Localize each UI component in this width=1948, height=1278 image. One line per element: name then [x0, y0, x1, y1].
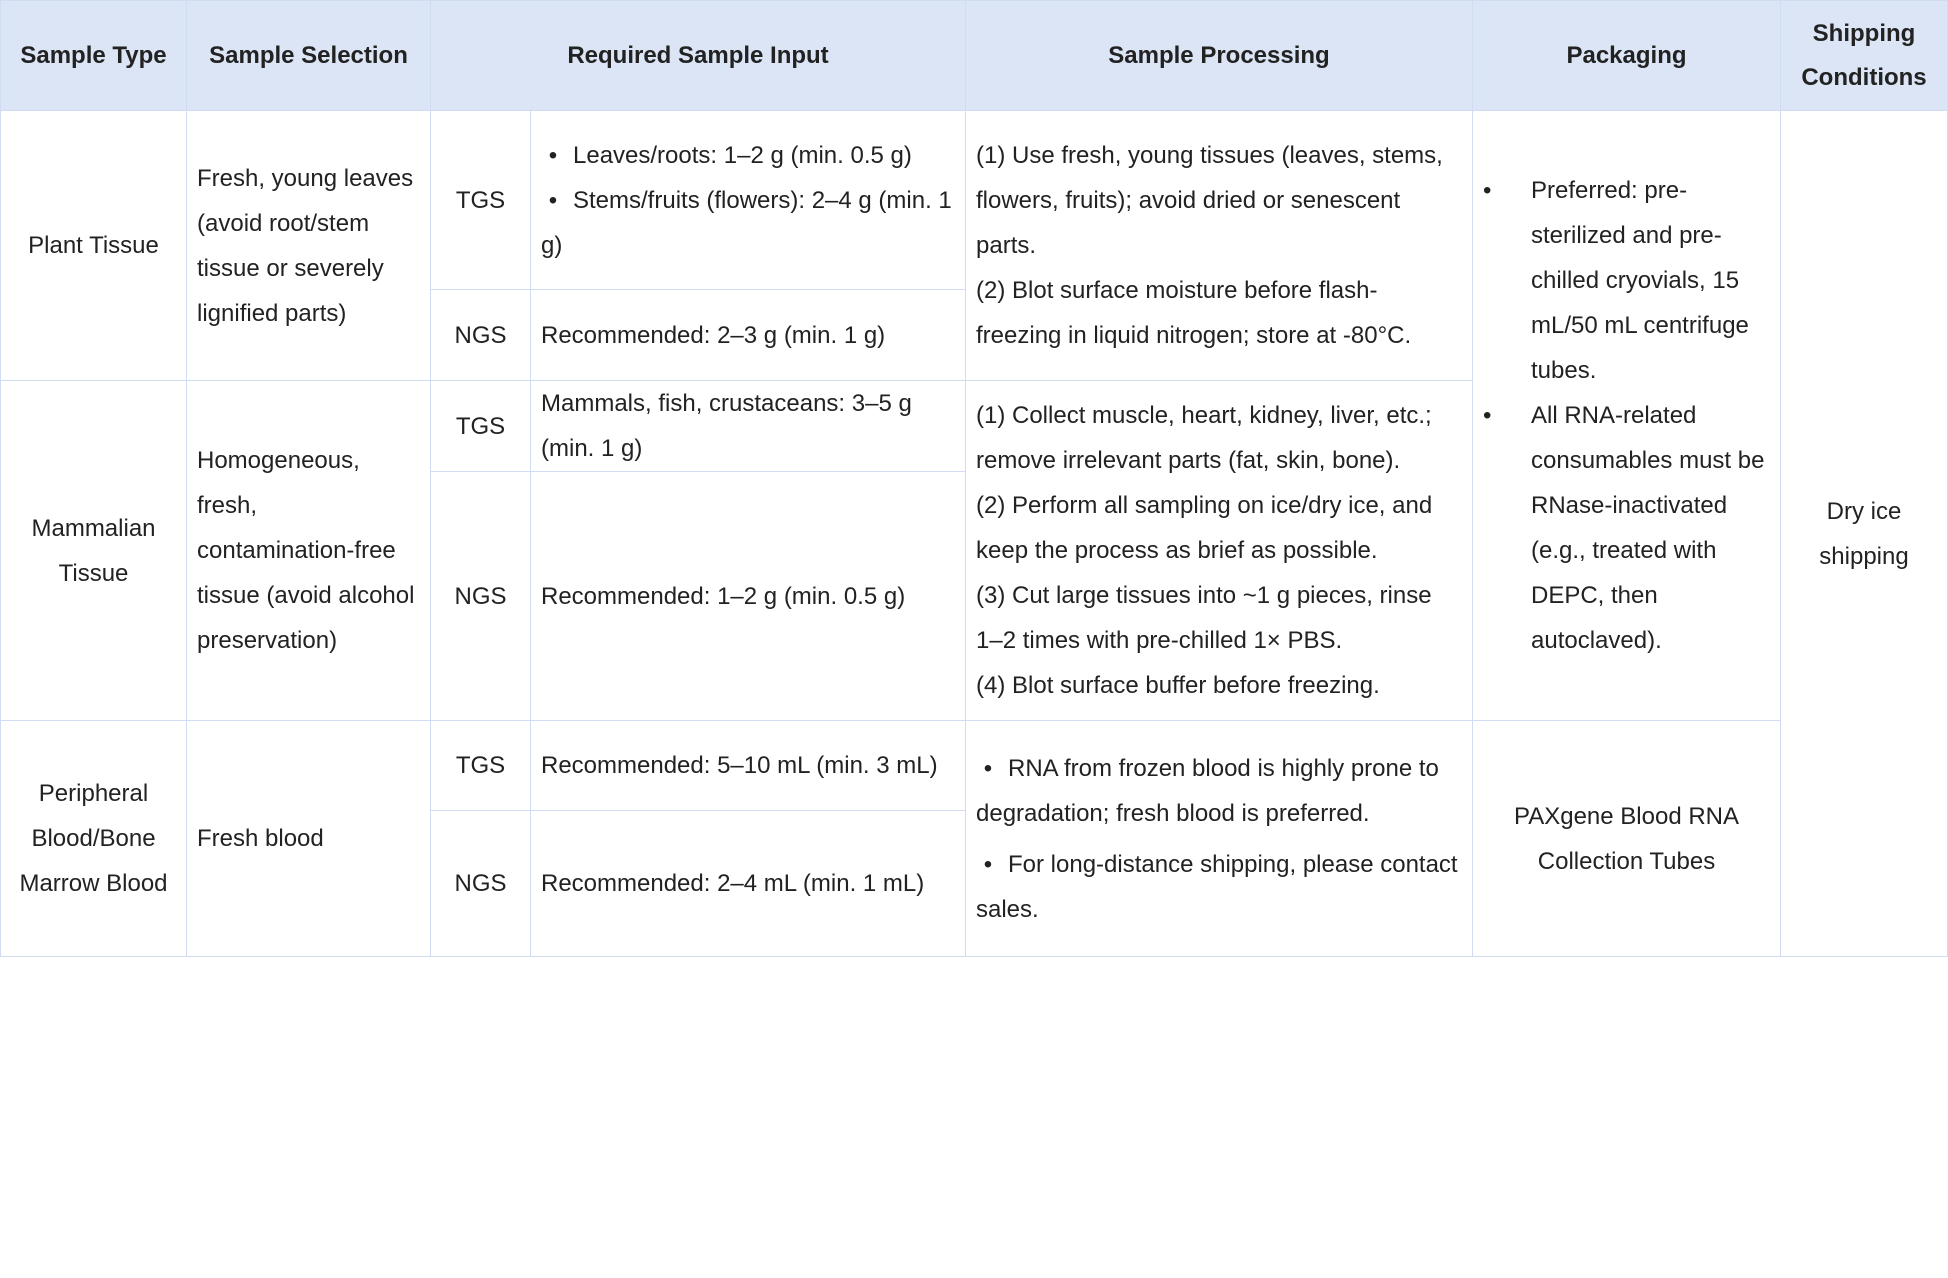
sample-selection: Fresh, young leaves (avoid root/stem tis…	[186, 110, 431, 381]
sample-table: Sample Type Sample Selection Required Samp…	[0, 0, 1948, 957]
sample-selection: Fresh blood	[186, 720, 431, 957]
shipping: Dry ice shipping	[1780, 110, 1948, 957]
list-item: Leaves/roots: 1–2 g (min. 0.5 g)	[541, 133, 955, 178]
sample-input: Mammals, fish, crustaceans: 3–5 g (min. …	[530, 380, 966, 472]
bullet-list: Preferred: pre-sterilized and pre-chille…	[1483, 168, 1770, 663]
header-cell: Packaging	[1472, 0, 1781, 111]
sample-processing: (1) Use fresh, young tissues (leaves, st…	[965, 110, 1473, 381]
list-item: For long-distance shipping, please conta…	[976, 842, 1462, 932]
header-cell: Sample Processing	[965, 0, 1473, 111]
table-row: NGS Recommended: 2–4 mL (min. 1 mL)	[1, 810, 1948, 957]
list-item: Preferred: pre-sterilized and pre-chille…	[1483, 168, 1770, 393]
header-cell: Sample Selection	[186, 0, 431, 111]
sample-processing: RNA from frozen blood is highly prone to…	[965, 720, 1473, 957]
bullet-list: Leaves/roots: 1–2 g (min. 0.5 g)Stems/fr…	[541, 133, 955, 268]
table-row: Peripheral Blood/Bone Marrow Blood Fresh …	[0, 720, 1948, 957]
header-cell: Required Sample Input	[430, 0, 966, 111]
list-item: RNA from frozen blood is highly prone to…	[976, 746, 1462, 836]
list-item: Stems/fruits (flowers): 2–4 g (min. 1 g)	[541, 178, 955, 268]
table-row: NGS Recommended: 2–3 g (min. 1 g)	[1, 289, 1948, 381]
processing-step: (2) Perform all sampling on ice/dry ice,…	[976, 492, 1433, 564]
platform: TGS	[430, 110, 531, 290]
sample-input: Recommended: 5–10 mL (min. 3 mL)	[530, 720, 966, 811]
header-cell: Sample Type	[0, 0, 187, 111]
sample-type: Plant Tissue	[0, 110, 187, 381]
platform: NGS	[430, 289, 531, 381]
platform: NGS	[430, 471, 531, 721]
platform: NGS	[430, 810, 531, 957]
table-row: Plant Tissue Fresh, young leaves (avoid r…	[0, 110, 1948, 957]
platform: TGS	[430, 720, 531, 811]
header-cell: Shipping Conditions	[1780, 0, 1948, 111]
sample-input: Leaves/roots: 1–2 g (min. 0.5 g)Stems/fr…	[530, 110, 966, 290]
table-body: Plant Tissue Fresh, young leaves (avoid r…	[0, 110, 1948, 957]
table-row: Mammalian Tissue Homogeneous, fresh, cont…	[0, 380, 1948, 721]
sample-input: Recommended: 2–4 mL (min. 1 mL)	[530, 810, 966, 957]
processing-step: (1) Collect muscle, heart, kidney, liver…	[976, 402, 1432, 474]
table-row: NGS Recommended: 1–2 g (min. 0.5 g)	[1, 471, 1948, 721]
packaging: PAXgene Blood RNA Collection Tubes	[1472, 720, 1781, 957]
processing-step: (4) Blot surface buffer before freezing.	[976, 672, 1380, 699]
processing-step: (3) Cut large tissues into ~1 g pieces, …	[976, 582, 1432, 654]
sample-input: Recommended: 2–3 g (min. 1 g)	[530, 289, 966, 381]
processing-step: (2) Blot surface moisture before flash-f…	[976, 277, 1412, 349]
sample-type: Mammalian Tissue	[0, 380, 187, 721]
sample-type: Peripheral Blood/Bone Marrow Blood	[0, 720, 187, 957]
bullet-list: RNA from frozen blood is highly prone to…	[976, 746, 1462, 932]
list-item: All RNA-related consumables must be RNas…	[1483, 393, 1770, 663]
platform: TGS	[430, 380, 531, 472]
header-row: Sample Type Sample Selection Required Samp…	[0, 0, 1948, 111]
packaging: Preferred: pre-sterilized and pre-chille…	[1472, 110, 1781, 721]
sample-input: Recommended: 1–2 g (min. 0.5 g)	[530, 471, 966, 721]
sample-selection: Homogeneous, fresh, contamination-free t…	[186, 380, 431, 721]
processing-step: (1) Use fresh, young tissues (leaves, st…	[976, 142, 1443, 259]
sample-processing: (1) Collect muscle, heart, kidney, liver…	[965, 380, 1473, 721]
